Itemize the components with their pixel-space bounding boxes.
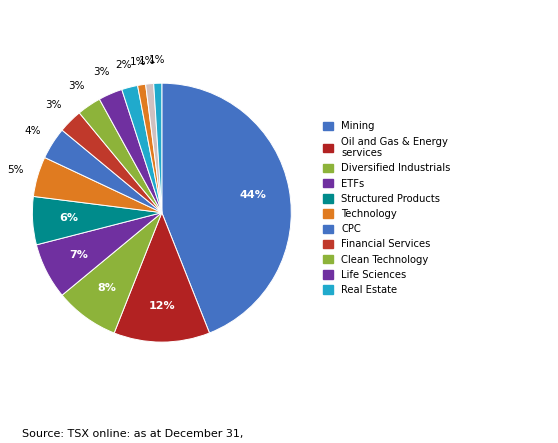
Wedge shape	[32, 196, 162, 245]
Text: 1%: 1%	[129, 57, 146, 67]
Text: 2%: 2%	[116, 60, 132, 70]
Wedge shape	[33, 158, 162, 213]
Text: 3%: 3%	[46, 100, 62, 109]
Text: 44%: 44%	[240, 190, 267, 200]
Text: 1%: 1%	[149, 55, 165, 65]
Wedge shape	[146, 83, 162, 213]
Wedge shape	[36, 213, 162, 295]
Wedge shape	[122, 85, 162, 213]
Text: 3%: 3%	[68, 82, 84, 91]
Wedge shape	[79, 99, 162, 213]
Text: 5%: 5%	[7, 165, 23, 175]
Legend: Mining, Oil and Gas & Energy
services, Diversified Industrials, ETFs, Structured: Mining, Oil and Gas & Energy services, D…	[323, 121, 450, 295]
Wedge shape	[62, 213, 162, 333]
Wedge shape	[99, 89, 162, 213]
Wedge shape	[162, 83, 291, 333]
Wedge shape	[114, 213, 209, 342]
Text: 3%: 3%	[93, 67, 109, 78]
Wedge shape	[153, 83, 162, 213]
Wedge shape	[138, 84, 162, 213]
Wedge shape	[45, 130, 162, 213]
Text: 12%: 12%	[148, 301, 175, 311]
Text: 6%: 6%	[59, 214, 78, 223]
Text: 8%: 8%	[98, 283, 117, 293]
Text: 7%: 7%	[69, 250, 88, 260]
Text: 1%: 1%	[139, 55, 156, 66]
Text: Source: TSX online: as at December 31,: Source: TSX online: as at December 31,	[22, 428, 244, 439]
Text: 4%: 4%	[25, 126, 41, 136]
Wedge shape	[62, 113, 162, 213]
